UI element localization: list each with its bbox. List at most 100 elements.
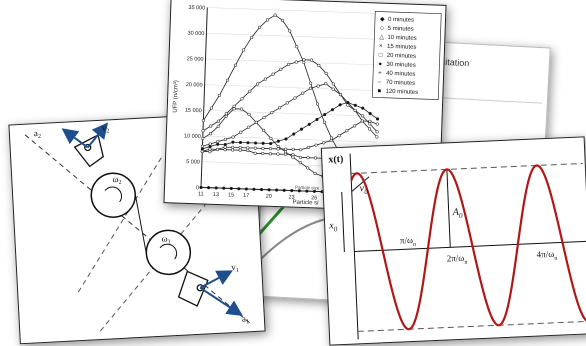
ufp-data-point: [308, 86, 313, 90]
ufp-data-point: [338, 103, 342, 107]
ufp-legend-marker: ●: [378, 62, 382, 68]
x0-marker: [341, 191, 345, 252]
ufp-annotation: Particle size: [295, 185, 320, 191]
ufp-data-point: [217, 93, 221, 97]
ufp-legend-marker: □: [379, 53, 383, 59]
ufp-data-point: [294, 60, 298, 64]
ufp-data-point: [248, 89, 252, 93]
ufp-data-point: [298, 155, 303, 159]
ufp-data-point: [322, 120, 326, 124]
ufp-data-point: [375, 122, 379, 126]
ufp-data-point: [242, 48, 246, 52]
ufp-data-point: [315, 102, 320, 106]
ufp-data-point: [208, 150, 212, 154]
ufp-x-tick-label: 26: [311, 195, 317, 201]
ufp-legend-label: 70 minutes: [386, 80, 416, 87]
ufp-data-point: [324, 71, 328, 75]
ufp-data-point: [314, 143, 318, 147]
ufp-data-point: [288, 29, 292, 33]
ufp-data-point: [306, 156, 310, 160]
ufp-data-point: [306, 145, 310, 149]
ufp-data-point: [329, 138, 333, 143]
ufp-series-line: [202, 59, 378, 133]
ufp-data-point: [276, 144, 280, 148]
ufp-data-point: [368, 122, 372, 126]
ufp-data-point: [353, 103, 357, 107]
ufp-data-point: [253, 146, 257, 150]
ufp-data-point: [316, 84, 320, 88]
ufp-data-point: [291, 153, 295, 157]
ufp-data-point: [223, 145, 227, 149]
ufp-y-ticks: 0 5 000 10 000 15 000 20 000 25 000 30 000 35 0…: [184, 5, 206, 191]
ufp-data-point: [276, 139, 280, 143]
ufp-data-point: [244, 187, 248, 191]
background-divider: [426, 96, 542, 104]
label-a2: a2: [34, 128, 42, 140]
ufp-data-point: [200, 144, 205, 148]
ufp-data-point: [282, 188, 286, 192]
ufp-data-point: [276, 147, 280, 151]
ufp-x-tick-label: 23: [288, 194, 294, 200]
ufp-y-label: UFP (n/cm³): [173, 80, 180, 113]
lower-link: [177, 270, 209, 307]
ufp-data-point: [253, 151, 257, 155]
ufp-y-tick-label: 30 000: [187, 31, 204, 38]
ufp-data-point: [314, 156, 318, 160]
ufp-y-tick-label: 5 000: [186, 159, 200, 165]
ufp-data-point: [262, 128, 266, 132]
ufp-data-point: [299, 148, 303, 152]
ufp-data-point: [231, 135, 235, 139]
ufp-data-point: [201, 119, 205, 123]
ufp-x-label: Particle si: [292, 200, 318, 207]
ufp-legend-marker: +: [378, 71, 382, 77]
ufp-data-point: [208, 147, 212, 151]
oscillation-y-axis: [349, 153, 359, 340]
ufp-data-point: [293, 96, 297, 100]
ufp-data-point: [346, 103, 350, 107]
ufp-data-point: [254, 141, 258, 145]
label-w2: ω2: [112, 174, 122, 186]
oscillation-plot: x(t) v0 x0 A0 π/ωn 2π/ωn 4π/ωn: [328, 153, 586, 340]
ufp-data-point: [291, 147, 295, 152]
ufp-data-point: [268, 152, 272, 156]
ufp-data-point: [291, 155, 295, 159]
ufp-data-point: [232, 104, 236, 108]
a1-arrow: [199, 286, 243, 316]
ufp-data-point: [208, 142, 212, 146]
ufp-data-point: [237, 187, 241, 191]
ufp-data-point: [368, 127, 372, 131]
ufp-data-point: [252, 187, 256, 191]
a2-arrow: [61, 128, 89, 149]
ufp-legend-marker: ■: [377, 89, 381, 95]
ufp-data-point: [271, 72, 275, 76]
ufp-data-point: [353, 108, 357, 113]
ufp-data-point: [312, 189, 316, 193]
ufp-data-point: [302, 58, 306, 62]
lower-rotation-icon: [159, 243, 178, 260]
ufp-data-point: [225, 78, 230, 82]
ufp-data-point: [299, 127, 304, 131]
ufp-data-point: [309, 58, 314, 62]
ufp-data-point: [261, 146, 265, 150]
ufp-data-point: [246, 148, 250, 153]
ufp-x-tick-label: 15: [228, 192, 234, 198]
ufp-data-point: [346, 100, 350, 105]
ufp-data-point: [337, 134, 341, 138]
ufp-data-point: [276, 152, 280, 156]
ufp-data-point: [329, 136, 333, 140]
ufp-data-point: [209, 106, 213, 110]
ufp-data-point: [224, 112, 228, 116]
upper-rotation-icon: [104, 186, 122, 203]
ufp-data-point: [215, 147, 220, 151]
ufp-x-tick-label: 20: [266, 194, 272, 200]
label-t1: π/ωn: [400, 235, 417, 249]
ufp-data-point: [331, 82, 335, 86]
ufp-data-point: [200, 147, 204, 151]
ufp-data-point: [268, 147, 273, 151]
ufp-data-point: [353, 124, 357, 128]
ufp-legend-label: 15 minutes: [387, 44, 417, 51]
ufp-data-point: [323, 113, 327, 117]
guide-line-lower: [99, 194, 214, 332]
ufp-y-tick-label: 35 000: [188, 5, 205, 12]
ufp-data-point: [269, 141, 273, 146]
